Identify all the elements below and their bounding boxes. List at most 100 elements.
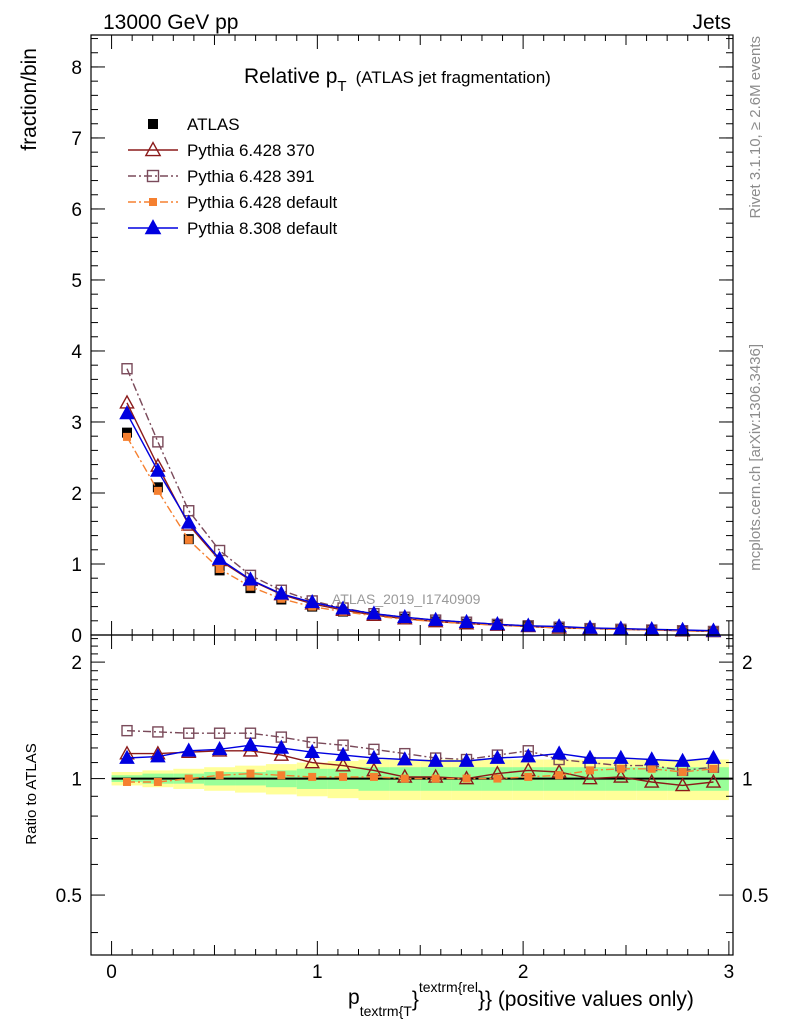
ratio-point-py6_default [153, 777, 162, 786]
ratio-point-py6_default [369, 772, 378, 781]
ratio-plot-frame [90, 634, 734, 956]
ratio-point-py8_default [458, 752, 475, 767]
ratio-point-py6_default [647, 764, 656, 773]
ratio-point-py6_370 [674, 777, 691, 792]
x-tick-label: 2 [518, 962, 529, 983]
ratio-point-py6_default [616, 764, 625, 773]
ratio-point-py6_370 [273, 746, 290, 761]
main-y-tick-label: 3 [71, 413, 82, 434]
ratio-point-py8_default [551, 745, 567, 760]
ratio-point-py6_default [400, 774, 409, 783]
main-point-py6_default [215, 564, 224, 573]
main-point-py8_default [211, 550, 228, 565]
legend-marker-py6_default [149, 198, 157, 206]
main-y-tick-label: 6 [71, 200, 82, 221]
ratio-point-py8_default [119, 749, 135, 764]
ratio-point-py8_default [427, 752, 444, 767]
side-label-top: Rivet 3.1.10, ≥ 2.6M events [747, 36, 764, 219]
ratio-y-tick-label-right: 1 [742, 770, 753, 791]
legend-marker-data [148, 119, 158, 129]
main-point-py8_default [489, 616, 506, 631]
main-y-tick-label: 4 [71, 342, 82, 363]
ratio-point-py8_default [273, 739, 290, 754]
legend-label-py6_391: Pythia 6.428 391 [187, 167, 315, 186]
legend-item-py8_default: Pythia 8.308 default [128, 219, 338, 238]
legend-item-py6_default: Pythia 6.428 default [128, 193, 338, 212]
ratio-point-py6_default [555, 771, 564, 780]
main-point-py8_default [304, 594, 320, 609]
main-y-tick-label: 7 [71, 129, 82, 150]
x-axis-label: ptextrm{T}textrm{rel}} (positive values … [348, 979, 694, 1019]
header-left: 13000 GeV pp [103, 11, 238, 34]
main-point-py6_391 [152, 436, 164, 448]
x-axis-label-p: p [348, 986, 360, 1009]
main-point-data [122, 427, 133, 438]
ratio-point-py8_default [150, 748, 166, 763]
ratio-series-py6_default [123, 764, 718, 786]
ratio-point-py8_default [180, 742, 197, 757]
main-point-py8_default [335, 600, 351, 615]
main-point-py8_default [582, 619, 598, 634]
x-axis-label-sub: textrm{T [360, 1003, 413, 1019]
ratio-point-py6_default [246, 769, 255, 778]
ratio-point-py6_default [123, 777, 132, 786]
header-right: Jets [692, 11, 731, 34]
main-y-tick-label: 1 [71, 555, 82, 576]
main-point-py8_default [705, 622, 722, 637]
ratio-point-py6_370 [613, 768, 629, 783]
ratio-point-py6_default [431, 774, 440, 783]
main-point-py8_default [273, 585, 290, 600]
ratio-point-py8_default [489, 749, 506, 764]
ratio-point-py6_default [678, 767, 687, 776]
legend-label-py6_default: Pythia 6.428 default [187, 193, 338, 212]
ratio-series-py8_default [119, 736, 722, 767]
ratio-point-py6_370 [643, 773, 660, 788]
main-point-py6_default [153, 486, 162, 495]
ratio-point-py6_391 [213, 727, 226, 739]
ratio-point-py8_default [674, 752, 691, 767]
main-y-tick-label: 2 [71, 484, 82, 505]
main-point-py8_default [551, 618, 567, 633]
main-point-py8_default [613, 620, 629, 635]
legend-label-py8_default: Pythia 8.308 default [187, 219, 338, 238]
chart-title: Relative pT (ATLAS jet fragmentation) [244, 65, 551, 95]
legend-item-py6_370: Pythia 6.428 370 [128, 141, 315, 160]
ratio-point-py6_370 [335, 757, 351, 772]
x-tick-label: 3 [724, 962, 735, 983]
ratio-point-py6_default [308, 772, 317, 781]
chart-title-sub: T [337, 78, 346, 95]
main-point-py6_391 [121, 363, 133, 375]
ratio-point-py8_default [304, 743, 320, 759]
ratio-point-py6_370 [582, 770, 598, 785]
ratio-y-tick-label: 2 [71, 653, 82, 674]
main-point-py8_default [180, 514, 197, 529]
ratio-point-py8_default [643, 751, 660, 766]
ratio-point-py6_370 [705, 773, 722, 788]
main-point-py6_default [184, 535, 193, 544]
main-point-py8_default [119, 405, 135, 420]
ratio-point-py6_default [585, 766, 594, 775]
ratio-point-py6_default [184, 774, 193, 783]
ratio-point-py6_default [215, 771, 224, 780]
main-point-py8_default [520, 617, 537, 632]
analysis-watermark: ATLAS_2019_I1740909 [332, 591, 481, 607]
ratio-point-py6_default [709, 764, 718, 773]
legend-label-data: ATLAS [187, 115, 240, 134]
legend-item-py6_391: Pythia 6.428 391 [128, 167, 315, 186]
main-point-py6_default [123, 432, 132, 441]
ratio-point-py6_default [462, 774, 471, 783]
legend-marker-py6_391 [146, 169, 160, 183]
main-y-tick-label: 8 [71, 58, 82, 79]
ratio-point-py6_391 [152, 726, 164, 738]
legend-label-py6_370: Pythia 6.428 370 [187, 141, 315, 160]
axis-ticks: 0 1 2 3 4 5 6 7 8 0.5 0.5 1 1 2 2 0 1 2 3 [56, 35, 768, 983]
main-point-py6_391 [183, 505, 195, 517]
ratio-point-py6_391 [183, 727, 195, 739]
x-axis-label-rest: } (positive values only) [485, 988, 694, 1011]
ratio-point-py6_default [339, 772, 348, 781]
main-point-py8_default [397, 608, 413, 624]
ratio-point-py8_default [705, 749, 722, 764]
main-series-py8_default [119, 405, 722, 637]
ratio-y-tick-label: 1 [71, 770, 82, 791]
